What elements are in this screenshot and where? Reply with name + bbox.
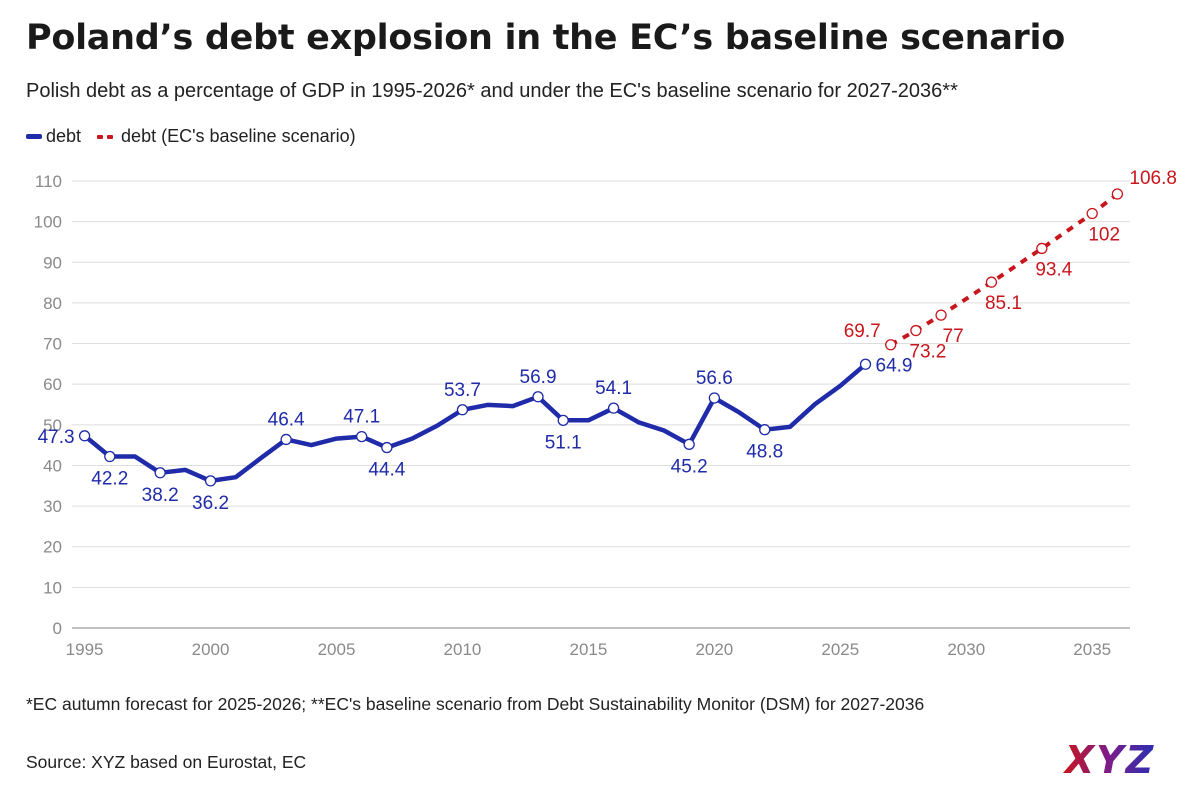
series-line-forecast (889, 192, 1119, 347)
debt-data-label: 46.4 (268, 409, 305, 430)
debt-point-marker (456, 404, 469, 416)
y-tick-label: 10 (43, 578, 62, 597)
y-tick-label: 100 (34, 213, 62, 232)
debt-data-label: 51.1 (545, 432, 582, 453)
forecast-point-marker (910, 324, 922, 337)
y-tick-label: 20 (43, 538, 62, 557)
debt-data-label: 56.9 (520, 367, 557, 388)
debt-point-marker (557, 414, 569, 426)
x-tick-label: 2025 (821, 640, 859, 659)
legend-item-debt: debt (26, 126, 81, 147)
debt-data-label: 42.2 (91, 469, 128, 490)
debt-data-label: 64.9 (876, 355, 913, 376)
debt-data-label: 44.4 (368, 460, 405, 481)
debt-point-marker (356, 430, 368, 443)
chart-title: Poland’s debt explosion in the EC’s base… (26, 18, 1065, 58)
forecast-data-label: 73.2 (909, 342, 946, 363)
debt-data-label: 53.7 (444, 380, 481, 401)
debt-point-marker (154, 467, 166, 479)
x-tick-label: 2030 (947, 640, 985, 659)
debt-point-marker (104, 450, 116, 463)
y-tick-label: 30 (43, 497, 62, 516)
forecast-point-marker (935, 309, 947, 321)
x-tick-label: 1995 (66, 640, 104, 659)
debt-point-marker (78, 430, 91, 442)
debt-data-label: 36.2 (192, 493, 229, 514)
y-tick-label: 40 (43, 456, 62, 475)
forecast-data-label: 85.1 (985, 293, 1022, 314)
forecast-data-label: 69.7 (844, 321, 881, 342)
forecast-point-marker (1036, 242, 1048, 255)
forecast-point-marker (1111, 188, 1124, 200)
y-tick-label: 50 (43, 416, 62, 435)
forecast-data-label: 77 (943, 326, 964, 347)
x-tick-label: 2020 (695, 640, 733, 659)
y-tick-label: 80 (43, 294, 62, 313)
debt-point-marker (381, 441, 393, 454)
forecast-data-label: 102 (1088, 225, 1120, 246)
debt-data-label: 45.2 (671, 456, 708, 477)
debt-point-marker (859, 358, 872, 370)
debt-point-marker (683, 438, 695, 450)
x-tick-label: 2010 (444, 640, 482, 659)
forecast-data-label: 106.8 (1129, 168, 1177, 189)
forecast-point-marker (885, 339, 897, 351)
legend-label-debt: debt (46, 126, 82, 146)
debt-point-marker (708, 392, 721, 404)
legend-label-forecast: debt (EC's baseline scenario) (121, 126, 356, 146)
debt-data-label: 56.6 (696, 368, 733, 389)
legend-swatch-dashed (97, 134, 117, 139)
legend: debt debt (EC's baseline scenario) (26, 126, 372, 147)
debt-point-marker (204, 475, 217, 487)
brand-logo: XYZ (1063, 739, 1155, 779)
footnote: *EC autumn forecast for 2025-2026; **EC'… (26, 694, 925, 714)
debt-point-marker (280, 433, 292, 446)
debt-point-marker (532, 391, 544, 403)
debt-data-label: 47.3 (38, 427, 75, 448)
debt-point-marker (759, 424, 771, 436)
x-tick-label: 2005 (318, 640, 356, 659)
forecast-data-label: 93.4 (1035, 259, 1072, 280)
y-tick-label: 70 (43, 335, 62, 354)
x-tick-label: 2035 (1073, 640, 1111, 659)
debt-data-label: 38.2 (142, 485, 179, 506)
y-tick-label: 0 (53, 619, 62, 638)
chart-subtitle: Polish debt as a percentage of GDP in 19… (26, 80, 958, 102)
y-tick-label: 90 (43, 253, 62, 272)
x-tick-label: 2015 (569, 640, 607, 659)
forecast-point-marker (1086, 207, 1098, 220)
debt-point-marker (607, 402, 620, 414)
legend-swatch-solid (26, 134, 42, 139)
y-tick-label: 60 (43, 375, 62, 394)
debt-data-label: 47.1 (343, 407, 380, 428)
brand-logo-text: XYZ (1063, 739, 1155, 779)
legend-item-forecast: debt (EC's baseline scenario) (97, 126, 356, 147)
x-tick-label: 2000 (192, 640, 230, 659)
y-tick-label: 110 (35, 172, 62, 191)
debt-data-label: 54.1 (595, 378, 632, 399)
forecast-point-marker (985, 276, 998, 288)
source-note: Source: XYZ based on Eurostat, EC (26, 752, 307, 772)
debt-data-label: 48.8 (746, 442, 783, 463)
